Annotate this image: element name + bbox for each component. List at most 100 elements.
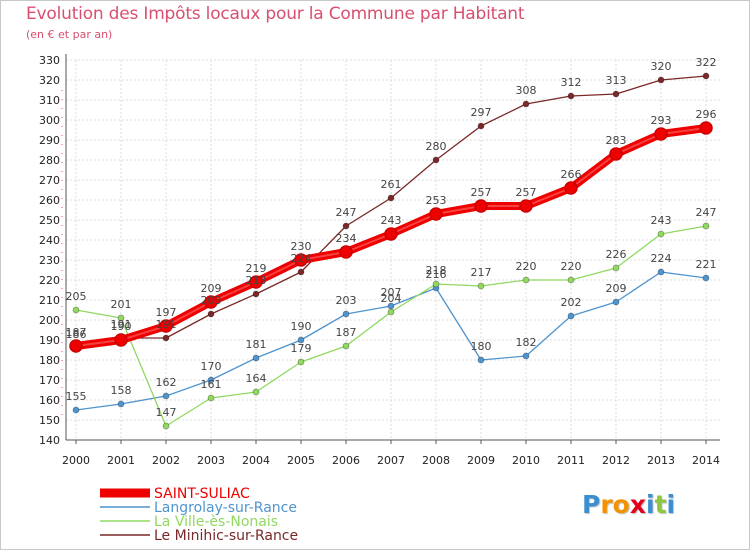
data-label: 261 <box>381 178 402 191</box>
data-label: 191 <box>111 318 132 331</box>
y-tick-label: 250 <box>39 214 60 227</box>
legend-label: Le Minihic-sur-Rance <box>154 528 298 544</box>
data-label: 220 <box>516 260 537 273</box>
data-point <box>207 394 215 402</box>
data-point <box>252 354 260 362</box>
data-point <box>69 339 83 353</box>
data-point <box>654 127 668 141</box>
data-point <box>522 276 530 284</box>
data-point <box>567 92 575 100</box>
data-point <box>612 90 620 98</box>
y-tick-label: 260 <box>39 194 60 207</box>
data-label: 312 <box>561 76 582 89</box>
y-tick-label: 290 <box>39 134 60 147</box>
data-label: 280 <box>426 140 447 153</box>
y-tick-label: 140 <box>39 434 60 447</box>
data-label: 209 <box>606 282 627 295</box>
data-point <box>699 121 713 135</box>
x-tick-label: 2013 <box>647 454 675 467</box>
data-label: 204 <box>381 292 402 305</box>
y-tick-label: 310 <box>39 94 60 107</box>
data-label: 179 <box>291 342 312 355</box>
data-point <box>657 230 665 238</box>
data-label: 293 <box>651 114 672 127</box>
y-tick-label: 150 <box>39 414 60 427</box>
data-label: 322 <box>696 56 717 69</box>
logo-letter: i <box>666 490 676 519</box>
y-tick-label: 190 <box>39 334 60 347</box>
data-point <box>567 276 575 284</box>
data-label: 207 <box>381 286 402 299</box>
data-label: 283 <box>606 134 627 147</box>
data-label: 218 <box>426 264 447 277</box>
y-tick-label: 270 <box>39 174 60 187</box>
x-tick-label: 2012 <box>602 454 630 467</box>
data-point <box>252 290 260 298</box>
data-label: 164 <box>246 372 267 385</box>
data-label: 187 <box>336 326 357 339</box>
data-label: 201 <box>111 298 132 311</box>
data-point <box>474 199 488 213</box>
logo-letter: P <box>582 490 601 519</box>
x-tick-label: 2011 <box>557 454 585 467</box>
data-point <box>339 245 353 259</box>
data-point <box>609 147 623 161</box>
data-label: 297 <box>471 106 492 119</box>
x-tick-label: 2000 <box>62 454 90 467</box>
data-label: 247 <box>696 206 717 219</box>
chart-subtitle: (en € et par an) <box>26 28 113 41</box>
data-point <box>207 310 215 318</box>
data-label: 209 <box>201 282 222 295</box>
legend-label: SAINT-SULIAC <box>154 486 250 502</box>
y-tick-label: 180 <box>39 354 60 367</box>
data-label: 257 <box>516 186 537 199</box>
data-label: 253 <box>426 194 447 207</box>
y-tick-label: 160 <box>39 394 60 407</box>
data-label: 187 <box>66 326 87 339</box>
data-label: 234 <box>336 232 357 245</box>
x-tick-label: 2006 <box>332 454 360 467</box>
data-label: 308 <box>516 84 537 97</box>
data-label: 203 <box>201 294 222 307</box>
data-point <box>384 227 398 241</box>
x-tick-label: 2001 <box>107 454 135 467</box>
data-label: 230 <box>291 240 312 253</box>
data-label: 243 <box>381 214 402 227</box>
data-label: 296 <box>696 108 717 121</box>
data-point <box>114 333 128 347</box>
data-point <box>72 306 80 314</box>
legend-label: La Ville-ès-Nonais <box>154 514 278 530</box>
x-tick-label: 2004 <box>242 454 270 467</box>
data-point <box>297 336 305 344</box>
data-point <box>297 358 305 366</box>
data-point <box>657 76 665 84</box>
data-label: 182 <box>516 336 537 349</box>
data-point <box>342 310 350 318</box>
logo-letter: x <box>629 490 646 519</box>
x-tick-label: 2008 <box>422 454 450 467</box>
logo-letter: o <box>612 490 630 519</box>
x-tick-label: 2003 <box>197 454 225 467</box>
data-point <box>522 100 530 108</box>
proxiti-logo: Proxiti <box>582 490 675 519</box>
logo-letter: r <box>600 490 613 519</box>
data-label: 219 <box>246 262 267 275</box>
data-point <box>567 312 575 320</box>
data-point <box>657 268 665 276</box>
data-point <box>342 342 350 350</box>
data-label: 266 <box>561 168 582 181</box>
y-tick-label: 200 <box>39 314 60 327</box>
series-lines <box>69 72 713 430</box>
x-tick-label: 2010 <box>512 454 540 467</box>
data-label: 170 <box>201 360 222 373</box>
y-tick-label: 230 <box>39 254 60 267</box>
data-label: 224 <box>291 252 312 265</box>
data-point <box>702 72 710 80</box>
logo-letter: i <box>646 490 655 519</box>
data-point <box>117 400 125 408</box>
data-label: 162 <box>156 376 177 389</box>
data-point <box>477 122 485 130</box>
data-label: 217 <box>471 266 492 279</box>
